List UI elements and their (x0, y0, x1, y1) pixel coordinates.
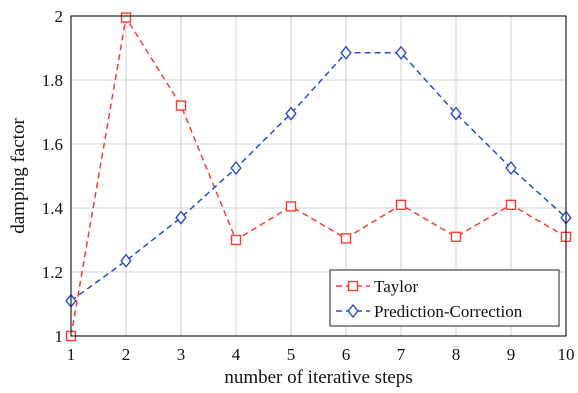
data-point (120, 12, 132, 23)
data-point (340, 233, 352, 244)
legend-items: Taylor Prediction-Correction (336, 277, 523, 321)
y-tick-label: 1.6 (42, 135, 63, 154)
data-point (175, 100, 187, 111)
legend-marker (347, 303, 359, 319)
y-axis-title: damping factor (8, 118, 29, 234)
y-tick-label: 1.4 (42, 199, 64, 218)
data-point (340, 45, 352, 60)
legend-label: Prediction-Correction (374, 302, 523, 321)
y-tick-label: 2 (55, 7, 64, 26)
y-tick-label: 1 (55, 327, 64, 346)
x-tick-label: 4 (232, 345, 241, 364)
x-tick-label: 7 (397, 345, 406, 364)
data-point (450, 231, 462, 243)
data-point (285, 106, 297, 121)
y-tick-label: 1.2 (42, 263, 63, 282)
tick-labels: 1 2 3 4 5 6 7 8 9 10 1 1.2 1.4 1.6 1.8 2 (42, 7, 575, 364)
series-line (70, 52, 567, 302)
legend-marker (347, 280, 359, 292)
data-point (175, 210, 187, 225)
x-tick-label: 6 (342, 345, 351, 364)
x-tick-label: 8 (452, 345, 461, 364)
series-layer (65, 12, 572, 342)
data-point (505, 199, 517, 211)
data-point (120, 253, 132, 268)
data-point (285, 201, 297, 212)
x-tick-label: 5 (287, 345, 296, 364)
series-prediction-correction (65, 45, 572, 308)
data-point (450, 106, 462, 121)
data-point (230, 234, 242, 246)
x-tick-label: 1 (67, 345, 76, 364)
x-tick-label: 10 (558, 345, 575, 364)
legend-entry: Prediction-Correction (336, 302, 523, 321)
x-axis-title: number of iterative steps (224, 367, 412, 388)
y-tick-label: 1.8 (42, 71, 63, 90)
data-point (230, 160, 242, 176)
series-line (70, 15, 567, 337)
legend: Taylor Prediction-Correction (329, 269, 560, 327)
legend-box (329, 269, 560, 327)
data-point (395, 199, 407, 211)
x-tick-label: 3 (177, 345, 186, 364)
x-tick-label: 2 (122, 345, 131, 364)
plot-frame (70, 15, 567, 337)
data-point (395, 45, 407, 60)
legend-entry: Taylor (336, 277, 418, 296)
data-point (505, 160, 517, 176)
x-tick-label: 9 (507, 345, 516, 364)
legend-label: Taylor (374, 277, 418, 296)
